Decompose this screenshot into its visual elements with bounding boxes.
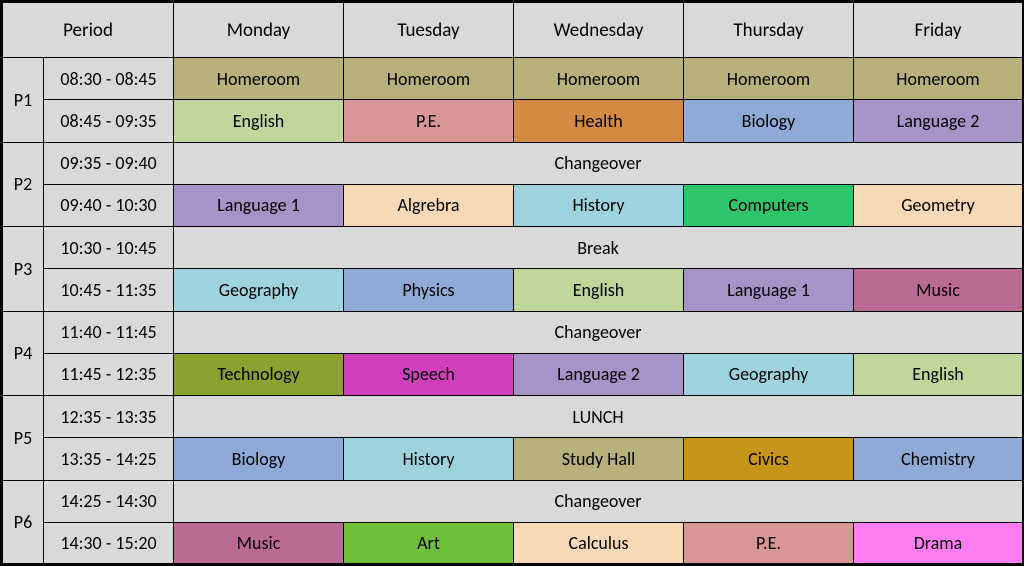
subject-cell: Speech	[344, 353, 514, 395]
subject-cell: Music	[174, 522, 344, 564]
subject-cell: Geography	[174, 269, 344, 311]
span-cell: Changeover	[174, 311, 1024, 353]
time-cell: 08:45 - 09:35	[44, 100, 174, 142]
subject-cell: P.E.	[344, 100, 514, 142]
time-cell: 14:30 - 15:20	[44, 522, 174, 564]
subject-cell: Geometry	[854, 184, 1024, 226]
table-row: 13:35 - 14:25BiologyHistoryStudy HallCiv…	[2, 438, 1024, 480]
subject-cell: History	[344, 438, 514, 480]
time-cell: 10:30 - 10:45	[44, 227, 174, 269]
subject-cell: Language 2	[854, 100, 1024, 142]
time-cell: 09:35 - 09:40	[44, 142, 174, 184]
time-cell: 11:45 - 12:35	[44, 353, 174, 395]
subject-cell: English	[174, 100, 344, 142]
table-row: P209:35 - 09:40Changeover	[2, 142, 1024, 184]
header-day: Friday	[854, 2, 1024, 58]
span-cell: LUNCH	[174, 396, 1024, 438]
timetable: Period Monday Tuesday Wednesday Thursday…	[0, 0, 1024, 566]
timetable-body: P108:30 - 08:45HomeroomHomeroomHomeroomH…	[2, 58, 1024, 565]
period-label: P6	[2, 480, 44, 565]
header-day: Wednesday	[514, 2, 684, 58]
table-row: P614:25 - 14:30Changeover	[2, 480, 1024, 522]
table-row: 10:45 - 11:35GeographyPhysicsEnglishLang…	[2, 269, 1024, 311]
subject-cell: Physics	[344, 269, 514, 311]
table-row: P108:30 - 08:45HomeroomHomeroomHomeroomH…	[2, 58, 1024, 100]
subject-cell: Computers	[684, 184, 854, 226]
table-row: P310:30 - 10:45Break	[2, 227, 1024, 269]
header-period: Period	[2, 2, 174, 58]
table-row: 09:40 - 10:30Language 1AlgrebraHistoryCo…	[2, 184, 1024, 226]
header-day: Monday	[174, 2, 344, 58]
timetable-header: Period Monday Tuesday Wednesday Thursday…	[2, 2, 1024, 58]
subject-cell: Drama	[854, 522, 1024, 564]
header-day: Thursday	[684, 2, 854, 58]
time-cell: 10:45 - 11:35	[44, 269, 174, 311]
time-cell: 09:40 - 10:30	[44, 184, 174, 226]
time-cell: 08:30 - 08:45	[44, 58, 174, 100]
span-cell: Break	[174, 227, 1024, 269]
time-cell: 13:35 - 14:25	[44, 438, 174, 480]
time-cell: 11:40 - 11:45	[44, 311, 174, 353]
period-label: P1	[2, 58, 44, 143]
subject-cell: Geography	[684, 353, 854, 395]
subject-cell: Language 2	[514, 353, 684, 395]
period-label: P2	[2, 142, 44, 227]
subject-cell: History	[514, 184, 684, 226]
table-row: 14:30 - 15:20MusicArtCalculusP.E.Drama	[2, 522, 1024, 564]
span-cell: Changeover	[174, 480, 1024, 522]
subject-cell: Calculus	[514, 522, 684, 564]
subject-cell: Homeroom	[684, 58, 854, 100]
subject-cell: Homeroom	[854, 58, 1024, 100]
subject-cell: Homeroom	[174, 58, 344, 100]
subject-cell: Technology	[174, 353, 344, 395]
subject-cell: Homeroom	[344, 58, 514, 100]
subject-cell: Civics	[684, 438, 854, 480]
subject-cell: Music	[854, 269, 1024, 311]
subject-cell: P.E.	[684, 522, 854, 564]
table-row: 11:45 - 12:35TechnologySpeechLanguage 2G…	[2, 353, 1024, 395]
subject-cell: Health	[514, 100, 684, 142]
subject-cell: Language 1	[174, 184, 344, 226]
period-label: P5	[2, 396, 44, 481]
table-row: P512:35 - 13:35LUNCH	[2, 396, 1024, 438]
subject-cell: Homeroom	[514, 58, 684, 100]
header-day: Tuesday	[344, 2, 514, 58]
period-label: P3	[2, 227, 44, 312]
subject-cell: Biology	[684, 100, 854, 142]
subject-cell: Algrebra	[344, 184, 514, 226]
subject-cell: Language 1	[684, 269, 854, 311]
subject-cell: Study Hall	[514, 438, 684, 480]
table-row: P411:40 - 11:45Changeover	[2, 311, 1024, 353]
subject-cell: Chemistry	[854, 438, 1024, 480]
table-row: 08:45 - 09:35EnglishP.E.HealthBiologyLan…	[2, 100, 1024, 142]
subject-cell: Art	[344, 522, 514, 564]
time-cell: 12:35 - 13:35	[44, 396, 174, 438]
subject-cell: English	[854, 353, 1024, 395]
subject-cell: Biology	[174, 438, 344, 480]
period-label: P4	[2, 311, 44, 396]
subject-cell: English	[514, 269, 684, 311]
time-cell: 14:25 - 14:30	[44, 480, 174, 522]
span-cell: Changeover	[174, 142, 1024, 184]
